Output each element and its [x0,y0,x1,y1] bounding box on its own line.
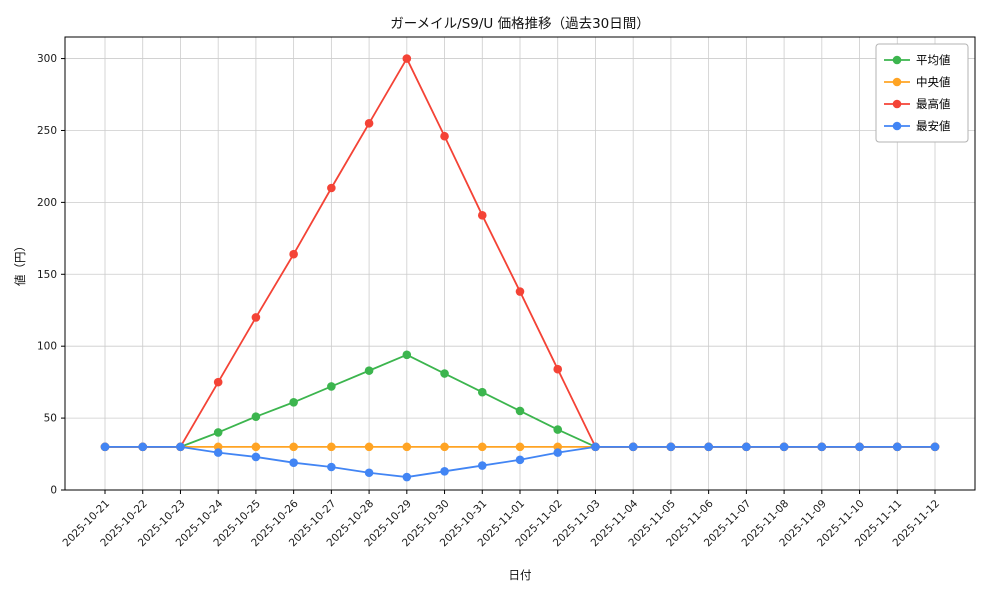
series-marker-min [704,442,713,452]
series-marker-median [477,442,487,452]
series-marker-min [176,442,185,452]
legend-label: 最安値 [916,119,951,133]
y-tick-label: 100 [37,341,57,353]
chart-title: ガーメイル/S9/U 価格推移（過去30日間） [390,16,650,32]
legend-label: 中央値 [916,75,951,89]
y-tick-label: 150 [37,269,57,281]
series-marker-min [289,458,298,467]
series-marker-max [515,287,525,296]
y-tick-label: 0 [50,485,57,497]
series-marker-min [327,462,336,472]
series-marker-max [364,118,374,128]
series-marker-average [327,382,336,391]
series-marker-min [477,461,487,470]
series-marker-min [628,442,638,452]
series-marker-min [779,442,789,452]
series-marker-median [515,442,525,452]
y-tick-label: 250 [37,125,57,137]
series-marker-average [402,350,412,360]
series-marker-average [289,397,298,407]
y-tick-label: 300 [37,53,57,65]
series-marker-max [402,54,412,63]
series-marker-average [515,406,525,416]
series-marker-min [553,448,563,457]
series-marker-min [855,442,864,452]
legend-marker-max [892,99,902,109]
y-tick-label: 50 [44,413,57,425]
series-marker-median [440,442,449,452]
series-marker-average [553,425,563,434]
series-marker-max [251,313,261,322]
series-marker-min [138,442,148,452]
series-marker-median [364,442,374,452]
x-axis-label: 日付 [508,568,532,582]
series-marker-max [553,364,563,374]
series-marker-min [817,442,827,452]
series-marker-average [477,387,487,397]
series-marker-max [327,183,336,193]
series-marker-min [213,448,223,457]
series-marker-average [213,428,223,437]
series-marker-median [402,442,412,452]
series-marker-min [402,472,412,482]
series-marker-average [364,366,374,375]
series-marker-max [477,211,487,220]
series-marker-max [213,377,223,387]
series-marker-min [251,452,261,462]
series-marker-min [892,442,902,452]
series-marker-average [251,412,261,421]
series-marker-min [364,468,374,478]
series-marker-min [666,442,676,452]
series-marker-max [440,131,449,141]
series-marker-max [289,249,298,259]
series-marker-min [515,455,525,465]
legend-marker-median [892,77,902,87]
legend-box [875,43,969,143]
y-tick-label: 200 [37,197,57,209]
legend-label: 平均値 [916,53,951,67]
series-marker-median [327,442,336,452]
legend-marker-min [892,121,902,131]
series-marker-min [742,442,751,452]
series-marker-min [930,442,940,452]
series-marker-median [289,442,298,452]
legend-marker-average [892,55,902,65]
legend-label: 最高値 [916,97,951,111]
series-marker-average [440,369,449,378]
series-marker-min [440,467,449,476]
series-marker-min [100,442,110,452]
series-marker-median [251,442,261,452]
series-marker-min [591,442,600,452]
